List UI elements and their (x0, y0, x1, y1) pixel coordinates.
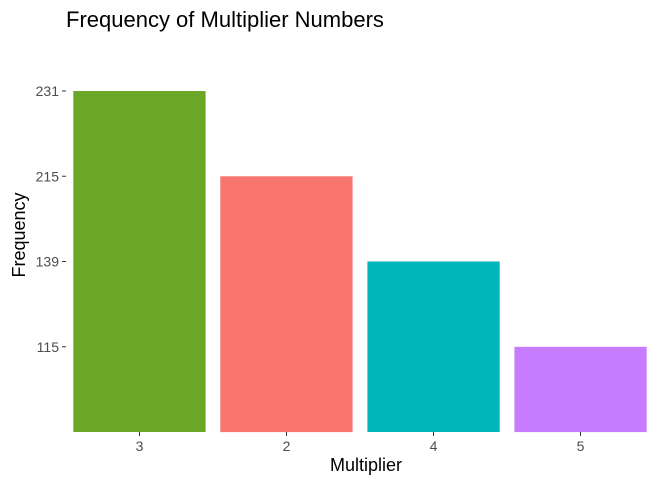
x-tick-label-5: 5 (577, 438, 585, 454)
y-tick-label-231: 231 (36, 83, 60, 99)
bar-3 (73, 91, 206, 432)
y-tick-label-115: 115 (37, 339, 60, 355)
x-tick-label-2: 2 (283, 438, 291, 454)
x-tick-label-4: 4 (430, 438, 438, 454)
bar-2 (220, 176, 353, 433)
x-axis-title: Multiplier (330, 455, 402, 475)
bar-group (73, 91, 647, 433)
y-tick-label-215: 215 (36, 168, 60, 184)
y-axis: 231 215 139 115 (36, 83, 66, 355)
chart-title: Frequency of Multiplier Numbers (66, 7, 384, 32)
bar-4 (367, 261, 500, 432)
x-axis: 3 2 4 5 (136, 432, 585, 454)
y-tick-label-139: 139 (36, 254, 60, 270)
bar-5 (514, 346, 647, 433)
y-axis-title: Frequency (9, 192, 29, 277)
x-tick-label-3: 3 (136, 438, 144, 454)
